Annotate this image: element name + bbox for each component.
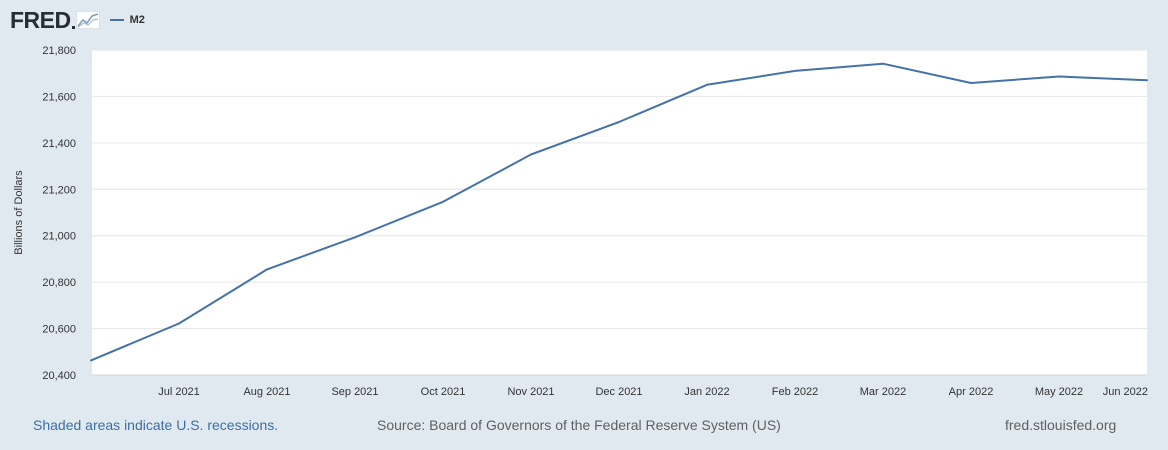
y-tick-label: 21,400 — [42, 138, 76, 150]
x-tick-label: Mar 2022 — [860, 386, 906, 398]
x-tick-label: May 2022 — [1035, 386, 1083, 398]
chart-logo-icon — [75, 11, 100, 29]
x-tick-label: Feb 2022 — [772, 386, 818, 398]
legend[interactable]: M2 — [109, 14, 145, 26]
logo-dot — [71, 25, 75, 29]
x-tick-label: Jun 2022 — [1103, 386, 1148, 398]
legend-label: M2 — [129, 14, 145, 26]
y-tick-label: 21,800 — [42, 45, 76, 57]
recession-note-link[interactable]: Shaded areas indicate U.S. recessions. — [33, 417, 279, 433]
y-axis-label: Billions of Dollars — [13, 170, 25, 255]
y-tick-label: 21,000 — [42, 231, 76, 243]
source-text: Source: Board of Governors of the Federa… — [377, 417, 781, 433]
y-tick-label: 21,600 — [42, 91, 76, 103]
y-tick-label: 20,400 — [42, 370, 76, 382]
logo-text: FRED — [10, 6, 71, 33]
legend-swatch — [109, 19, 124, 21]
x-tick-label: Nov 2021 — [507, 386, 554, 398]
x-tick-label: Aug 2021 — [243, 386, 290, 398]
x-tick-label: Oct 2021 — [421, 386, 466, 398]
x-tick-label: Sep 2021 — [331, 386, 378, 398]
x-tick-label: Jan 2022 — [684, 386, 729, 398]
plot-area — [92, 50, 1147, 375]
x-tick-label: Jul 2021 — [158, 386, 200, 398]
site-link[interactable]: fred.stlouisfed.org — [1005, 417, 1117, 433]
y-tick-label: 21,200 — [42, 184, 76, 196]
x-tick-label: Dec 2021 — [595, 386, 642, 398]
header: FRED M2 — [10, 6, 145, 34]
fred-logo[interactable]: FRED — [10, 6, 100, 33]
y-tick-label: 20,600 — [42, 324, 76, 336]
y-tick-label: 20,800 — [42, 277, 76, 289]
x-tick-label: Apr 2022 — [949, 386, 994, 398]
